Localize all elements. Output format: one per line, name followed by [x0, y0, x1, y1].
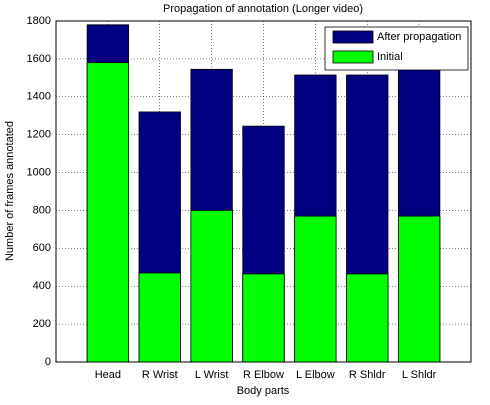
- y-tick-label: 1400: [27, 91, 51, 103]
- y-tick-label: 200: [33, 318, 51, 330]
- bar: [138, 272, 181, 363]
- x-tick-label: L Elbow: [296, 369, 335, 381]
- y-tick-label: 0: [45, 356, 51, 368]
- x-tick-label: R Shldr: [349, 369, 386, 381]
- y-tick-label: 1800: [27, 15, 51, 27]
- legend-label: Initial: [377, 51, 403, 63]
- x-tick-label: R Elbow: [243, 369, 284, 381]
- bar: [86, 62, 130, 363]
- chart-title: Propagation of annotation (Longer video): [163, 3, 363, 15]
- y-tick-label: 800: [33, 204, 51, 216]
- y-tick-label: 400: [33, 280, 51, 292]
- x-axis-label: Body parts: [237, 385, 290, 397]
- x-tick-label: L Wrist: [195, 369, 229, 381]
- bar: [242, 273, 285, 363]
- axes-box: [55, 20, 472, 363]
- x-tick-label: Head: [95, 369, 121, 381]
- bar: [190, 210, 233, 363]
- legend-swatch: [332, 30, 374, 44]
- y-tick-label: 600: [33, 242, 51, 254]
- legend-swatch: [332, 50, 374, 64]
- bar: [397, 215, 441, 363]
- x-tick-label: L Shldr: [402, 369, 437, 381]
- legend-label: After propagation: [377, 31, 461, 43]
- y-tick-label: 1000: [27, 166, 51, 178]
- y-axis-label: Number of frames annotated: [4, 121, 16, 261]
- y-tick-label: 1600: [27, 53, 51, 65]
- bar: [346, 273, 389, 363]
- bar: [294, 215, 337, 363]
- x-tick-label: R Wrist: [142, 369, 178, 381]
- y-tick-label: 1200: [27, 129, 51, 141]
